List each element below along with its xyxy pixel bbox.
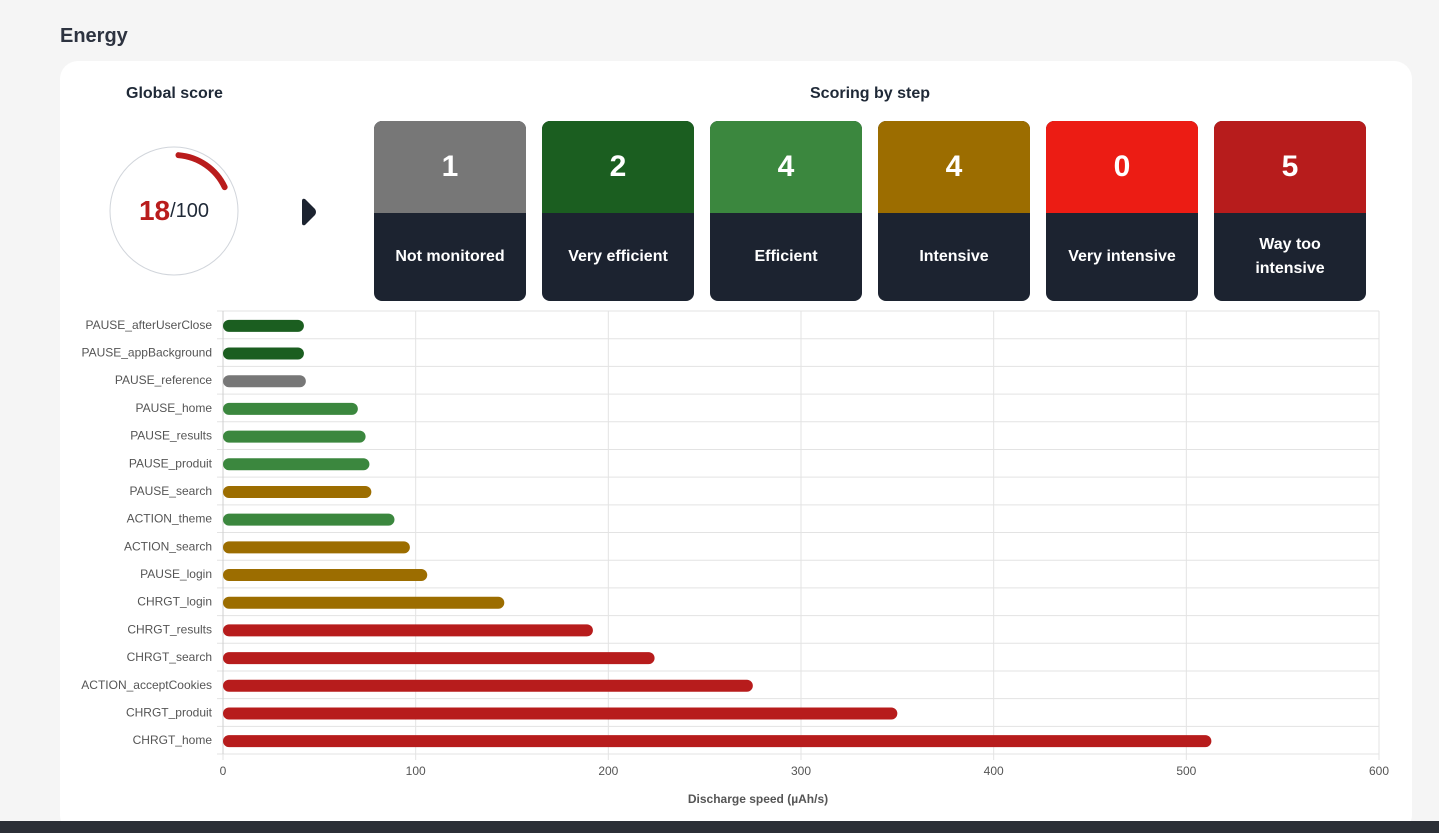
score-readout: 18/100 (109, 146, 239, 276)
tile-label: Not monitored (395, 248, 505, 265)
tile-label: Way too intensive (1255, 236, 1325, 277)
tile-label: Very intensive (1068, 248, 1176, 265)
score-value: 18 (138, 195, 171, 226)
page-title: Energy (60, 25, 128, 47)
scoring-by-step-title: Scoring by step (810, 85, 931, 102)
tile-count: 5 (1214, 121, 1366, 213)
tile-efficient: 4 Efficient (710, 121, 862, 301)
tile-count: 4 (878, 121, 1030, 213)
energy-card: Global score Scoring by step 18/100 1 No… (60, 61, 1412, 833)
tile-label: Efficient (754, 248, 818, 265)
bottom-bar (0, 821, 1439, 833)
tile-label: Intensive (919, 248, 989, 265)
score-gauge-arc (175, 152, 228, 191)
tile-intensive: 4 Intensive (878, 121, 1030, 301)
tile-very-intensive: 0 Very intensive (1046, 121, 1198, 301)
tile-very-efficient: 2 Very efficient (542, 121, 694, 301)
score-gauge (109, 146, 239, 276)
tile-not-monitored: 1 Not monitored (374, 121, 526, 301)
tile-count: 4 (710, 121, 862, 213)
tile-way-too-intensive: 5 Way too intensive (1214, 121, 1366, 301)
tile-count: 2 (542, 121, 694, 213)
score-max: /100 (170, 199, 210, 222)
tile-label: Very efficient (568, 248, 668, 265)
tile-count: 1 (374, 121, 526, 213)
tile-count: 0 (1046, 121, 1198, 213)
global-score-title: Global score (126, 85, 223, 102)
arrow-right-icon (302, 198, 316, 226)
